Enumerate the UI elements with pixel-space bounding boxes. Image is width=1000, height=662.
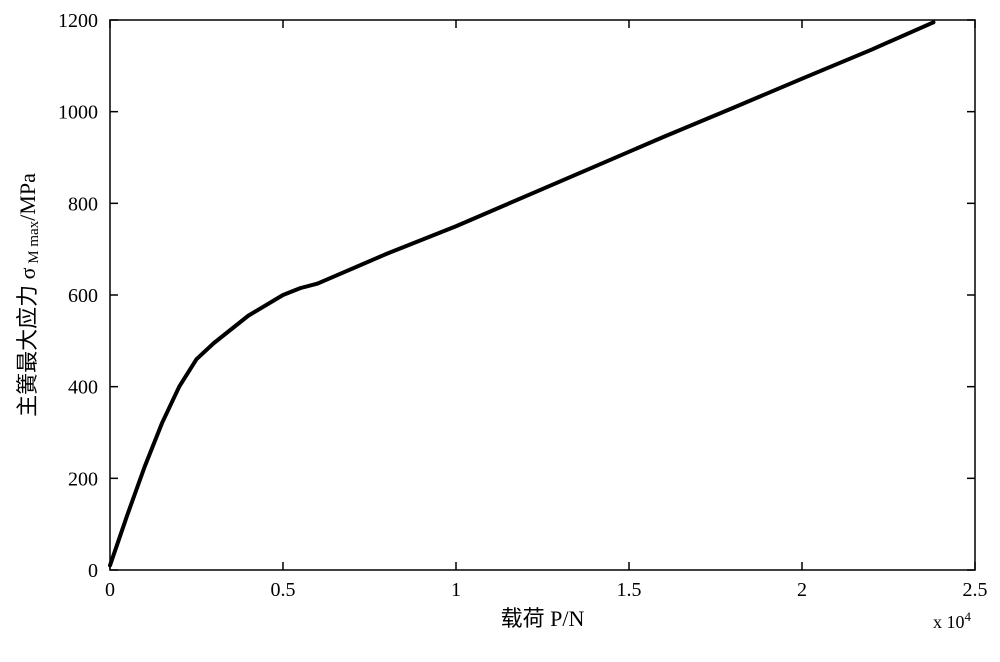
x-tick-label: 2: [797, 579, 807, 601]
chart-svg: 0 0.5 1 1.5 2 2.5 0 200 400 600 800 1000 1200 载荷 P/N x…: [0, 0, 1000, 662]
x-exponent-label: x 104: [933, 609, 972, 633]
y-tick-label: 800: [68, 193, 98, 215]
y-tick-label: 400: [68, 377, 98, 399]
y-tick-label: 0: [88, 560, 98, 582]
x-tick-label: 0.5: [271, 579, 296, 601]
y-tick-label: 1200: [58, 10, 98, 32]
series-main-spring-max-stress: [110, 22, 933, 565]
y-tick-label: 1000: [58, 102, 98, 124]
chart-container: 0 0.5 1 1.5 2 2.5 0 200 400 600 800 1000 1200 载荷 P/N x…: [0, 0, 1000, 662]
x-tick-label: 1: [451, 579, 461, 601]
x-tick-label: 2.5: [963, 579, 988, 601]
x-tick-label: 0: [105, 579, 115, 601]
x-axis-label: 载荷 P/N: [501, 606, 585, 631]
plot-border: [110, 20, 975, 570]
y-tick-label: 200: [68, 468, 98, 490]
y-axis-label: 主簧最大应力 σ M max/MPa: [15, 173, 42, 417]
x-tick-label: 1.5: [617, 579, 642, 601]
y-tick-label: 600: [68, 285, 98, 307]
